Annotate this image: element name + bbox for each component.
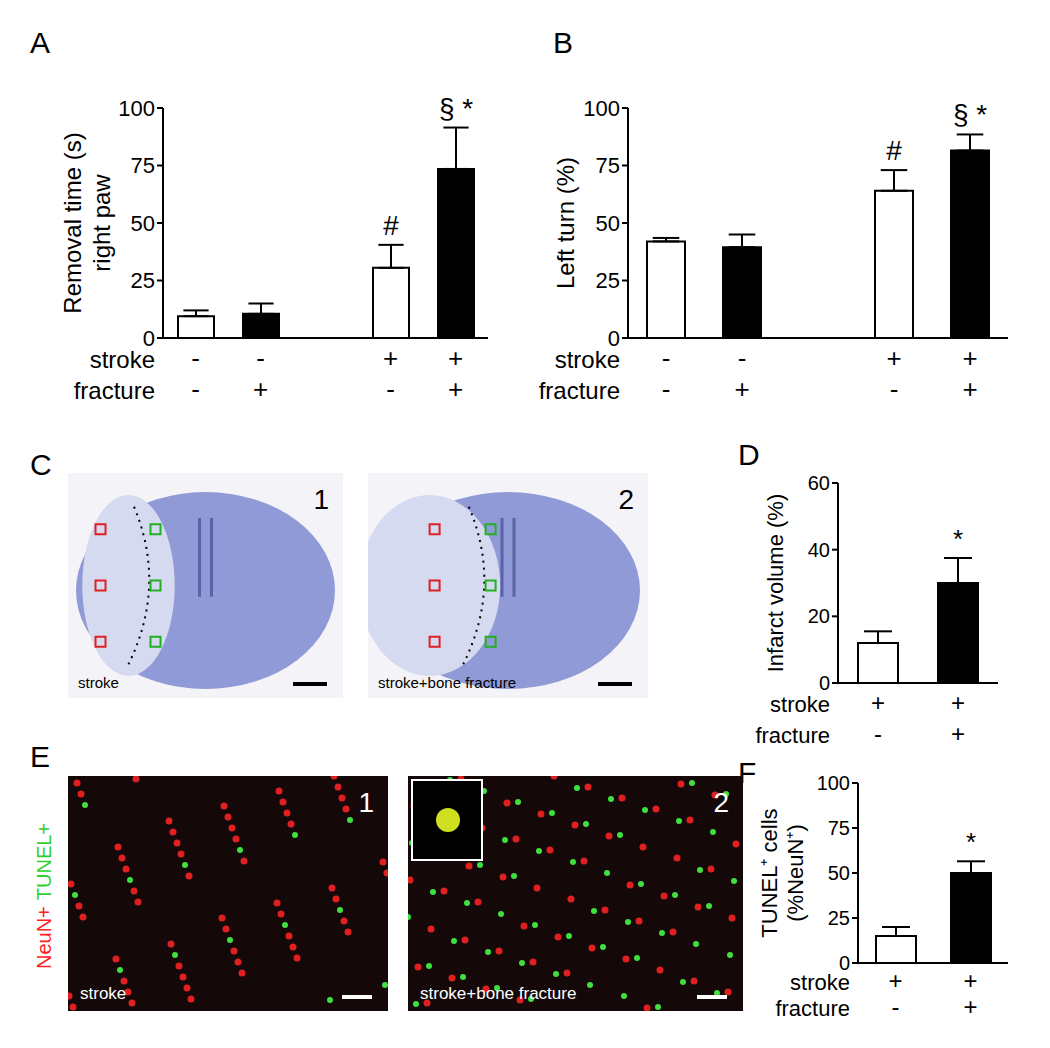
svg-text:100: 100 [583, 96, 620, 121]
svg-text:20: 20 [808, 605, 830, 627]
svg-text:75: 75 [596, 153, 620, 178]
svg-text:-: - [386, 374, 395, 404]
svg-text:+: + [448, 343, 463, 373]
svg-text:stroke: stroke [80, 984, 126, 1003]
html-text:right paw: right paw [88, 174, 115, 272]
html-text:fracture: fracture [73, 377, 155, 404]
svg-text:#: # [886, 135, 902, 166]
html-text:E: E [30, 740, 50, 773]
svg-text:-: - [662, 374, 671, 404]
svg-text:25: 25 [596, 268, 620, 293]
svg-text:#: # [383, 210, 399, 241]
svg-text:-: - [874, 720, 882, 747]
svg-text:*: * [966, 827, 976, 857]
html-text:Removal time (s): Removal time (s) [59, 132, 87, 314]
html-text:A: A [30, 26, 50, 59]
svg-text:+: + [951, 689, 965, 716]
html-text:TUNEL⁺ cells: TUNEL⁺ cells [756, 808, 782, 938]
html-text:stroke: stroke [770, 692, 830, 717]
svg-text:0: 0 [607, 325, 620, 351]
html-text:TUNEL+: TUNEL+ [32, 823, 55, 901]
html-text:Left turn (%): Left turn (%) [551, 157, 579, 289]
svg-text:§ *: § * [439, 93, 473, 124]
html-text:Infarct volume (%): Infarct volume (%) [762, 493, 788, 673]
html-text:fracture: fracture [538, 377, 620, 404]
svg-text:§ *: § * [953, 99, 987, 130]
html-text:stroke: stroke [790, 970, 850, 995]
svg-text:100: 100 [817, 772, 850, 794]
svg-text:75: 75 [131, 153, 155, 178]
svg-text:25: 25 [131, 268, 155, 293]
html-text:fracture: fracture [775, 996, 850, 1021]
svg-text:50: 50 [596, 211, 620, 236]
svg-text:+: + [448, 374, 463, 404]
html-text:stroke: stroke [554, 346, 620, 373]
svg-text:-: - [890, 374, 899, 404]
svg-text:+: + [871, 689, 885, 716]
svg-text:+: + [734, 374, 749, 404]
html-text:F: F [738, 756, 757, 789]
svg-text:60: 60 [808, 472, 830, 494]
svg-text:*: * [953, 524, 963, 554]
html-text:D: D [738, 438, 760, 471]
html-text:C: C [30, 448, 52, 481]
svg-text:+: + [888, 967, 902, 994]
svg-text:+: + [963, 993, 977, 1020]
svg-text:+: + [962, 374, 977, 404]
svg-text:-: - [892, 993, 900, 1020]
svg-text:2: 2 [713, 787, 729, 818]
svg-text:-: - [256, 343, 265, 373]
svg-text:stroke+bone fracture: stroke+bone fracture [378, 674, 516, 691]
svg-text:25: 25 [828, 907, 850, 929]
svg-text:+: + [886, 343, 901, 373]
svg-text:+: + [951, 720, 965, 747]
svg-text:75: 75 [828, 817, 850, 839]
svg-text:+: + [253, 374, 268, 404]
svg-text:+: + [383, 343, 398, 373]
svg-text:50: 50 [828, 862, 850, 884]
html-text:(%NeuN⁺): (%NeuN⁺) [783, 824, 808, 922]
svg-text:-: - [191, 343, 200, 373]
svg-text:2: 2 [618, 484, 634, 515]
svg-text:+: + [963, 967, 977, 994]
svg-text:+: + [962, 343, 977, 373]
html-text:fracture: fracture [755, 723, 830, 748]
svg-text:stroke+bone fracture: stroke+bone fracture [420, 984, 576, 1003]
svg-text:1: 1 [358, 787, 374, 818]
svg-text:0: 0 [819, 672, 830, 694]
svg-text:100: 100 [118, 96, 155, 121]
svg-text:stroke: stroke [78, 674, 119, 691]
svg-text:50: 50 [131, 211, 155, 236]
svg-text:-: - [662, 343, 671, 373]
html-text:B: B [553, 26, 573, 59]
html-text:NeuN+: NeuN+ [32, 906, 55, 969]
svg-text:0: 0 [838, 952, 850, 975]
html-text:stroke: stroke [89, 346, 155, 373]
svg-text:40: 40 [808, 539, 830, 561]
svg-text:0: 0 [142, 325, 155, 351]
svg-text:-: - [191, 374, 200, 404]
svg-text:-: - [738, 343, 747, 373]
svg-text:1: 1 [313, 484, 329, 515]
